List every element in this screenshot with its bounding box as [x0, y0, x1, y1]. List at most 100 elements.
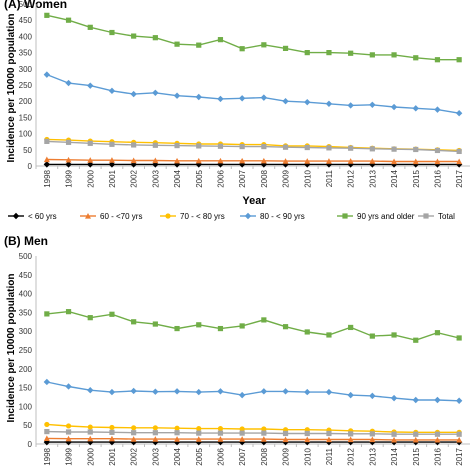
data-point-women-1 [456, 158, 463, 165]
x-tick-label-men: 1998 [43, 447, 52, 465]
data-point-men-4 [87, 315, 93, 321]
data-point-men-1 [43, 435, 50, 441]
data-point-women-1 [434, 158, 441, 165]
data-point-men-5 [282, 430, 289, 437]
data-point-women-3 [325, 100, 333, 107]
data-point-women-4 [348, 50, 354, 56]
data-point-men-3 [238, 391, 246, 399]
x-tick-label-men: 2016 [433, 447, 442, 465]
x-tick-label-women: 2000 [86, 169, 95, 187]
legend-label-0: < 60 yrs [28, 212, 57, 221]
data-point-men-3 [455, 397, 463, 404]
data-point-women-5 [239, 143, 245, 150]
data-point-men-4 [109, 311, 115, 317]
data-point-women-5 [261, 143, 267, 150]
data-point-women-1 [239, 157, 246, 164]
data-point-women-4 [304, 50, 310, 56]
y-axis-label-women: Incidence per 10000 population [6, 14, 17, 163]
data-point-men-4 [282, 324, 289, 330]
data-point-women-4 [282, 45, 289, 51]
data-point-women-0 [195, 161, 202, 168]
y-tick-label-women: 150 [19, 113, 33, 122]
data-point-women-3 [455, 109, 463, 117]
data-point-men-4 [348, 324, 354, 331]
data-point-women-0 [43, 161, 51, 168]
data-point-men-3 [282, 388, 289, 395]
data-point-men-3 [108, 388, 116, 396]
data-point-women-3 [65, 79, 72, 87]
x-tick-label-men: 2004 [173, 447, 182, 465]
data-point-women-5 [174, 142, 180, 149]
data-point-women-4 [434, 57, 441, 63]
legend-marker-1 [85, 213, 91, 219]
data-point-women-1 [391, 158, 398, 165]
data-point-women-5 [413, 146, 419, 153]
y-tick-label-women: 400 [19, 32, 33, 41]
x-tick-label-women: 2017 [455, 169, 464, 187]
data-point-women-1 [412, 158, 419, 165]
data-point-women-1 [43, 156, 50, 163]
data-point-men-5 [152, 430, 158, 436]
data-point-men-4 [434, 330, 441, 336]
data-point-men-1 [412, 436, 419, 443]
data-point-men-3 [260, 388, 268, 395]
data-point-women-4 [65, 17, 72, 23]
y-tick-label-men: 100 [19, 402, 33, 411]
data-point-women-1 [174, 157, 181, 164]
data-point-men-1 [108, 435, 115, 442]
x-tick-label-men: 2005 [195, 447, 204, 465]
legend: < 60 yrs 60 - <70 yrs 70 - < 80 yrs 80 - < … [8, 212, 455, 221]
data-point-men-4 [174, 325, 180, 332]
data-point-men-4 [391, 332, 397, 338]
data-point-women-3 [87, 82, 94, 89]
x-tick-label-men: 2000 [86, 447, 95, 465]
x-axis-label-women: Year [242, 195, 266, 207]
y-tick-label-men: 450 [19, 271, 33, 280]
data-point-men-4 [196, 322, 202, 328]
legend-label-5: Total [438, 212, 455, 221]
y-tick-label-men: 300 [19, 327, 33, 336]
data-point-men-3 [217, 388, 224, 395]
data-point-women-3 [260, 94, 268, 101]
data-point-men-1 [239, 436, 246, 442]
data-point-men-2 [239, 426, 245, 432]
series-line-men-2 [46, 423, 460, 433]
data-point-men-5 [369, 431, 375, 437]
data-point-women-3 [238, 95, 246, 102]
data-point-men-2 [87, 424, 93, 430]
data-point-men-4 [413, 337, 419, 343]
y-tick-label-women: 250 [19, 81, 33, 90]
data-point-women-4 [261, 42, 267, 48]
x-tick-label-men: 2008 [260, 447, 269, 465]
x-tick-label-men: 2014 [390, 447, 399, 465]
data-point-women-4 [87, 24, 93, 30]
data-point-women-5 [217, 143, 224, 149]
legend-marker-2 [165, 213, 171, 219]
x-tick-label-women: 2013 [368, 169, 377, 187]
y-tick-label-women: 0 [28, 162, 33, 171]
data-point-women-3 [108, 87, 116, 95]
data-point-men-4 [131, 319, 137, 325]
data-point-men-5 [131, 430, 137, 436]
data-point-women-3 [282, 98, 289, 105]
data-point-women-5 [282, 144, 289, 150]
data-point-women-3 [195, 93, 202, 101]
series-line-women-4 [46, 14, 460, 61]
data-point-women-5 [391, 146, 397, 152]
x-tick-label-men: 2015 [412, 447, 421, 465]
series-line-women-3 [46, 73, 460, 114]
y-tick-label-women: 50 [23, 146, 32, 155]
data-point-men-5 [109, 429, 115, 435]
data-point-women-4 [326, 50, 332, 56]
data-point-men-5 [326, 430, 332, 437]
data-point-women-3 [304, 98, 311, 106]
data-point-men-3 [130, 387, 137, 395]
data-point-women-4 [44, 12, 50, 18]
legend-marker-0 [12, 212, 20, 220]
data-point-men-3 [152, 388, 159, 395]
data-point-women-4 [391, 52, 397, 58]
data-point-women-4 [131, 33, 137, 39]
data-point-men-2 [44, 421, 50, 428]
data-point-women-5 [348, 145, 354, 151]
data-point-men-3 [390, 394, 398, 402]
